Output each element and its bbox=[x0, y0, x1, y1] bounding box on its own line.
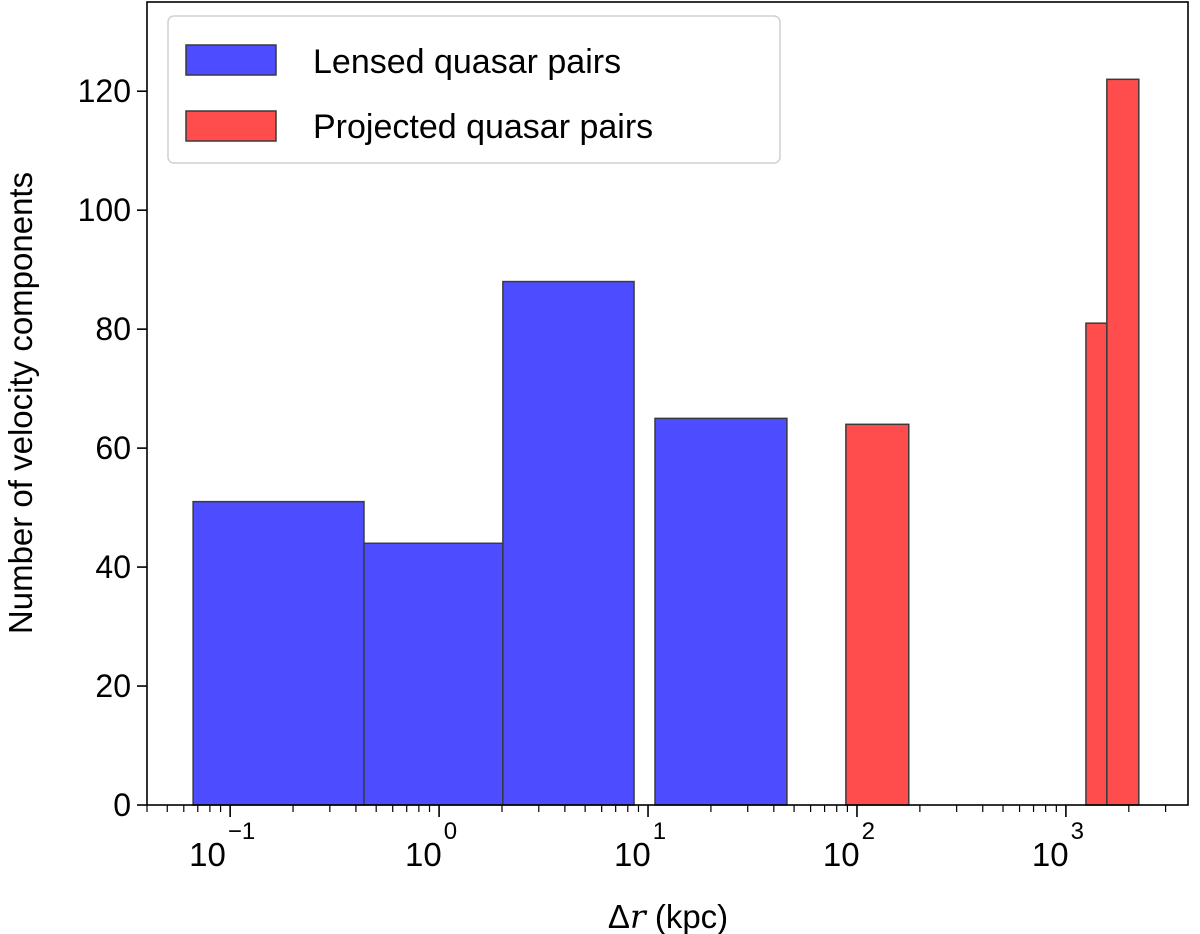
legend-label-lensed: Lensed quasar pairs bbox=[313, 43, 621, 81]
plot-frame bbox=[146, 1, 1189, 806]
y-tick-label: 80 bbox=[95, 311, 131, 347]
x-tick-label: 102 bbox=[823, 818, 875, 873]
y-tick-label: 0 bbox=[113, 787, 131, 823]
x-tick-label: 10−1 bbox=[189, 818, 255, 873]
legend-frame bbox=[167, 15, 781, 164]
y-tick-label: 20 bbox=[95, 668, 131, 704]
legend-patch-projected bbox=[185, 110, 277, 142]
y-axis-label: Number of velocity components bbox=[2, 172, 39, 634]
x-tick-label: 103 bbox=[1032, 818, 1084, 873]
bar-lensed-3 bbox=[654, 417, 788, 806]
bar-lensed-2 bbox=[502, 280, 635, 806]
legend-patch-lensed bbox=[185, 44, 277, 76]
legend-label-projected: Projected quasar pairs bbox=[313, 108, 653, 146]
bar-lensed-0 bbox=[192, 500, 365, 806]
y-tick-label: 120 bbox=[78, 73, 131, 109]
bar-projected-2 bbox=[1106, 78, 1140, 806]
bar-projected-0 bbox=[845, 423, 910, 806]
bar-projected-1 bbox=[1085, 322, 1108, 806]
bar-lensed-1 bbox=[363, 542, 504, 806]
y-tick-label: 40 bbox=[95, 549, 131, 585]
y-tick-label: 100 bbox=[78, 192, 131, 228]
legend: Lensed quasar pairs Projected quasar pai… bbox=[167, 15, 781, 164]
x-tick-label: 101 bbox=[614, 818, 666, 873]
y-tick-label: 60 bbox=[95, 430, 131, 466]
x-tick-label: 100 bbox=[405, 818, 457, 873]
x-axis-label: Δr (kpc) bbox=[608, 897, 728, 934]
